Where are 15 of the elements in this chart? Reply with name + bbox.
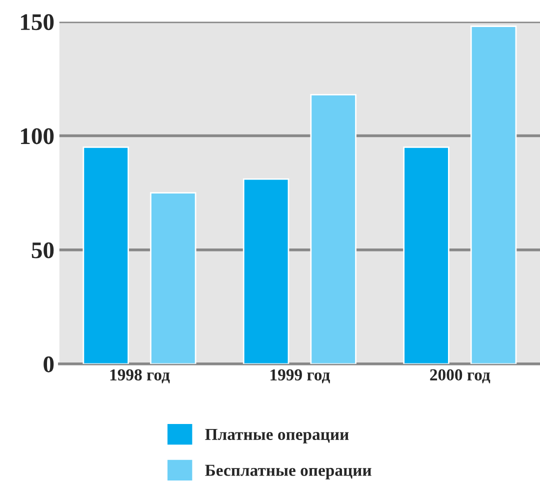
x-tick-label: 1998 год	[110, 369, 170, 384]
y-tick-label: 150	[21, 14, 54, 30]
y-tick-label: 0	[44, 356, 54, 372]
legend-label: Платные операции	[205, 428, 349, 444]
bar	[242, 178, 290, 364]
bar	[470, 26, 517, 364]
x-tick-label: 1999 год	[270, 369, 330, 384]
bar	[150, 192, 196, 364]
bar	[310, 94, 356, 364]
bar	[82, 146, 129, 364]
bar	[403, 146, 450, 364]
y-tick-label: 50	[32, 242, 54, 258]
legend-label: Бесплатные операции	[205, 464, 372, 480]
y-tick-label: 100	[21, 128, 54, 144]
x-tick-label: 2000 год	[430, 369, 490, 384]
